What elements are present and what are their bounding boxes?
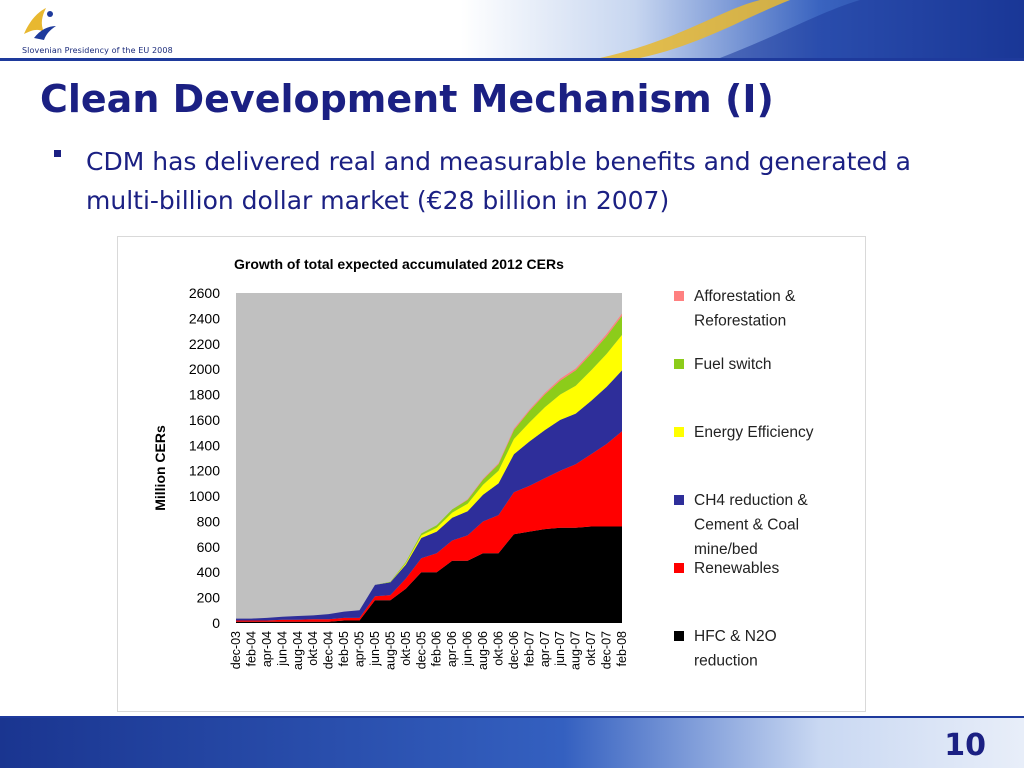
x-tick-label: feb-05 (337, 631, 351, 666)
legend-swatch-fuel-switch (674, 359, 684, 369)
x-tick-label: jun-04 (275, 631, 289, 667)
area-hfc-n2o-reduction (236, 526, 622, 623)
y-tick-label: 1200 (189, 463, 220, 479)
chart-frame: Growth of total expected accumulated 201… (117, 236, 866, 712)
legend-label-afforestation-reforestation: Afforestation & (694, 288, 796, 305)
x-tick-label: aug-05 (383, 631, 397, 670)
legend-label-ch4-reduction-cement-coal-mine-bed: CH4 reduction & (694, 492, 808, 509)
x-tick-label: feb-04 (244, 631, 258, 666)
footer-band (0, 716, 1024, 768)
page-number: 10 (944, 728, 986, 763)
x-tick-label: okt-06 (492, 631, 506, 666)
bullet-text: CDM has delivered real and measurable be… (86, 147, 911, 215)
y-tick-label: 1400 (189, 437, 220, 453)
legend-swatch-hfc-n2o-reduction (674, 631, 684, 641)
bullet-marker-icon (54, 150, 61, 157)
legend-label-ch4-reduction-cement-coal-mine-bed: Cement & Coal (694, 517, 799, 534)
x-tick-label: apr-07 (538, 631, 552, 667)
x-tick-label: aug-06 (476, 631, 490, 670)
x-tick-label: dec-04 (322, 631, 336, 669)
x-tick-label: apr-06 (445, 631, 459, 667)
y-tick-label: 2000 (189, 361, 220, 377)
x-tick-label: apr-05 (353, 631, 367, 667)
x-tick-label: jun-07 (553, 631, 567, 667)
y-tick-label: 2600 (189, 285, 220, 301)
y-tick-label: 2400 (189, 310, 220, 326)
y-tick-label: 600 (197, 539, 221, 555)
eu-presidency-logo-icon (24, 8, 56, 40)
legend-label-ch4-reduction-cement-coal-mine-bed: mine/bed (694, 541, 758, 558)
y-tick-label: 0 (212, 615, 220, 631)
legend-swatch-renewables (674, 563, 684, 573)
x-tick-label: dec-06 (507, 631, 521, 669)
x-tick-label: aug-07 (569, 631, 583, 670)
legend-swatch-ch4-reduction-cement-coal-mine-bed (674, 495, 684, 505)
legend-label-renewables: Renewables (694, 560, 780, 577)
y-tick-label: 200 (197, 590, 221, 606)
presidency-caption: Slovenian Presidency of the EU 2008 (22, 46, 173, 55)
x-tick-label: dec-07 (600, 631, 614, 669)
x-tick-label: feb-08 (615, 631, 629, 666)
y-tick-label: 1800 (189, 387, 220, 403)
legend-label-fuel-switch: Fuel switch (694, 356, 772, 373)
x-tick-label: apr-04 (260, 631, 274, 667)
y-tick-label: 1000 (189, 488, 220, 504)
x-tick-label: dec-03 (229, 631, 243, 669)
x-tick-label: jun-06 (461, 631, 475, 667)
cer-growth-chart: Growth of total expected accumulated 201… (152, 256, 814, 670)
legend-swatch-energy-efficiency (674, 427, 684, 437)
legend-label-hfc-n2o-reduction: reduction (694, 653, 758, 670)
x-tick-label: feb-07 (522, 631, 536, 666)
header-band: Slovenian Presidency of the EU 2008 (0, 0, 1024, 62)
y-tick-label: 800 (197, 513, 221, 529)
x-tick-label: feb-06 (430, 631, 444, 666)
area-renewables (236, 431, 622, 622)
legend-swatch-afforestation-reforestation (674, 291, 684, 301)
x-tick-label: okt-05 (399, 631, 413, 666)
chart-title: Growth of total expected accumulated 201… (234, 256, 564, 272)
slide-title: Clean Development Mechanism (I) (40, 77, 774, 121)
y-tick-label: 2200 (189, 336, 220, 352)
header-background (0, 0, 1024, 61)
y-tick-label: 400 (197, 564, 221, 580)
x-tick-label: jun-05 (368, 631, 382, 667)
y-axis-label: Million CERs (152, 425, 168, 511)
x-tick-label: aug-04 (291, 631, 305, 670)
legend-label-hfc-n2o-reduction: HFC & N2O (694, 628, 777, 645)
x-tick-label: okt-04 (306, 631, 320, 666)
legend-label-energy-efficiency: Energy Efficiency (694, 424, 814, 441)
x-tick-label: dec-05 (414, 631, 428, 669)
x-tick-label: okt-07 (584, 631, 598, 666)
y-tick-label: 1600 (189, 412, 220, 428)
legend-label-afforestation-reforestation: Reforestation (694, 313, 786, 330)
